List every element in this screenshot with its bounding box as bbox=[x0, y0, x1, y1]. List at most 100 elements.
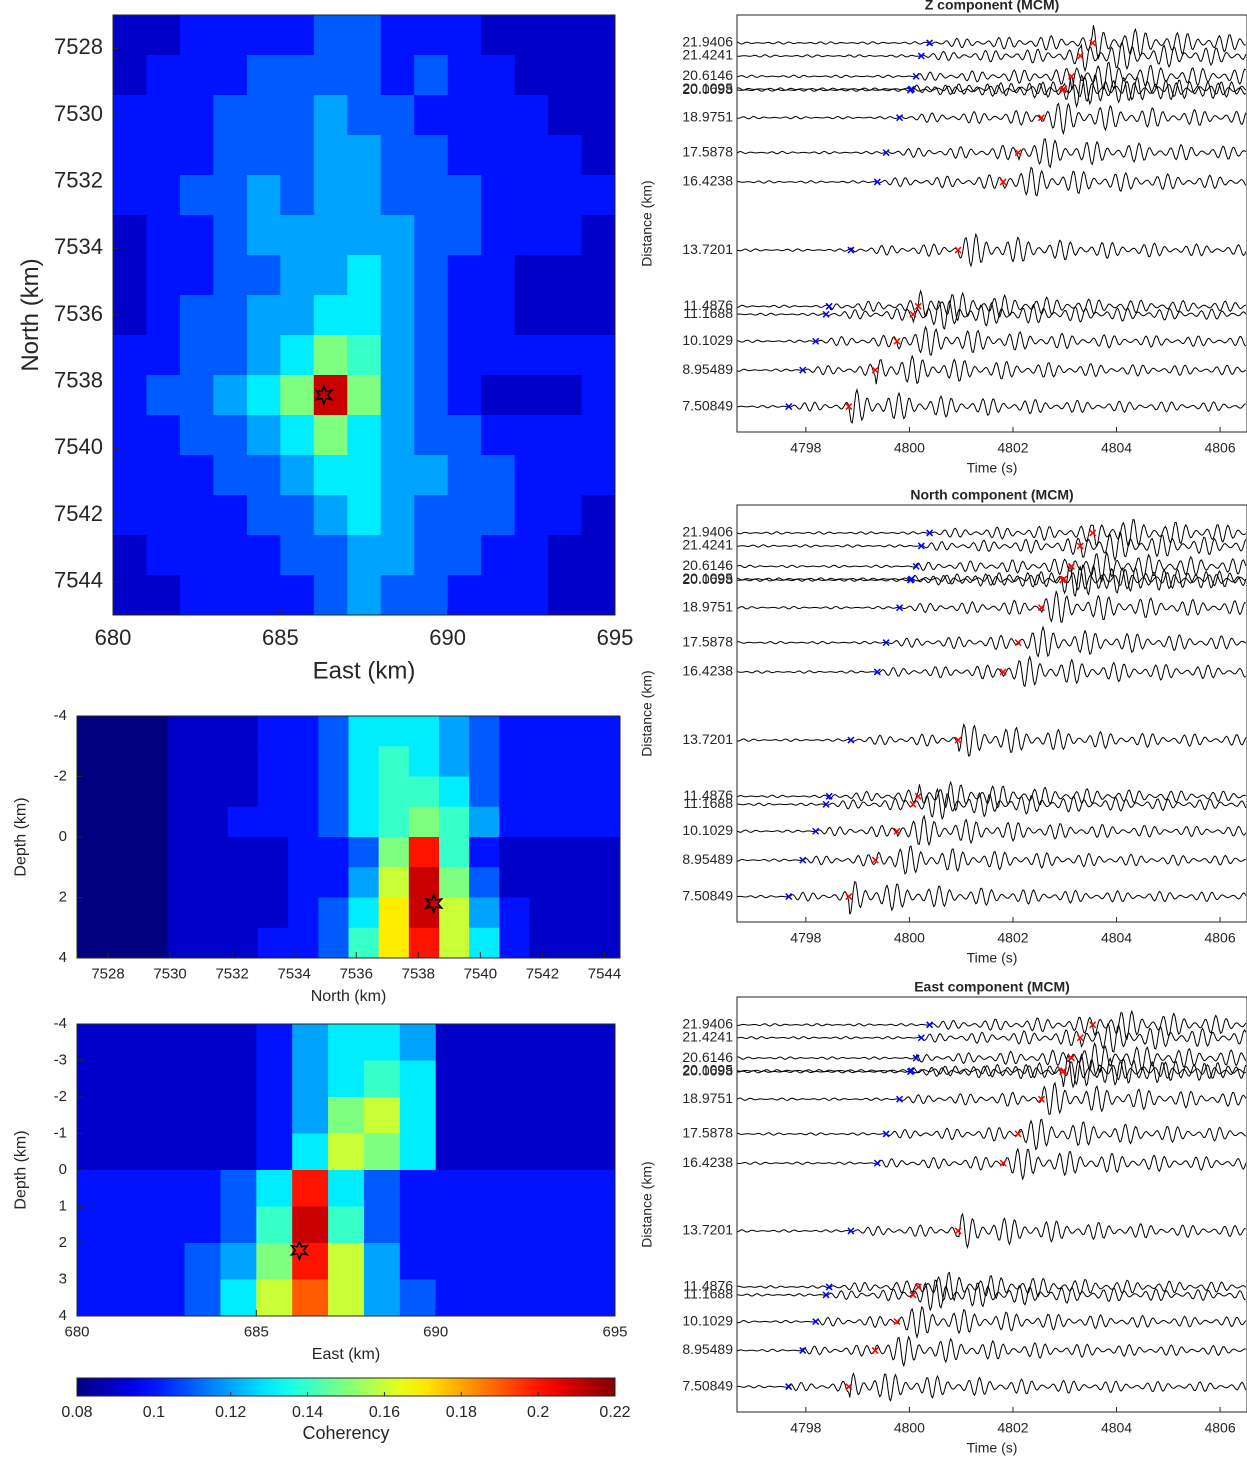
heat-cell bbox=[447, 95, 482, 136]
y-tick-label: 17.5878 bbox=[682, 1125, 733, 1141]
heat-cell bbox=[414, 375, 449, 416]
heat-cell bbox=[77, 1170, 114, 1207]
heat-cell bbox=[280, 535, 315, 576]
y-tick-label: 0 bbox=[59, 828, 67, 845]
heat-cell bbox=[280, 135, 315, 176]
y-tick-label: 17.5878 bbox=[682, 143, 733, 159]
trace bbox=[737, 845, 1246, 875]
heat-cell bbox=[529, 746, 561, 777]
y-tick-label: 7.50849 bbox=[682, 397, 733, 413]
heat-cell bbox=[548, 535, 583, 576]
trace bbox=[737, 1023, 1247, 1053]
x-tick-label: 4802 bbox=[997, 1420, 1028, 1436]
heat-cell bbox=[146, 575, 181, 616]
heat-cell bbox=[471, 1243, 508, 1280]
heat-cell bbox=[146, 215, 181, 256]
heat-cell bbox=[258, 897, 289, 929]
y-tick-label: 20.0698 bbox=[682, 81, 733, 97]
x-tick-label: 7536 bbox=[340, 965, 373, 982]
heat-cell bbox=[507, 1024, 544, 1061]
y-tick-label: 20.6146 bbox=[682, 557, 733, 573]
heat-cell bbox=[107, 806, 138, 838]
pick-marker bbox=[912, 1054, 920, 1062]
heat-cell bbox=[380, 575, 415, 616]
heat-cell bbox=[408, 776, 440, 808]
trace bbox=[737, 564, 1246, 596]
heat-cell bbox=[220, 1279, 257, 1317]
heat-cell bbox=[363, 1170, 401, 1207]
heat-cell bbox=[179, 575, 214, 616]
pick-marker bbox=[1059, 86, 1067, 94]
pick-marker bbox=[906, 576, 914, 584]
heat-cell bbox=[380, 495, 415, 536]
heat-cell bbox=[213, 415, 248, 456]
heat-cell bbox=[246, 375, 281, 416]
heat-cell bbox=[408, 806, 440, 838]
y-tick-label: 20.0698 bbox=[682, 571, 733, 587]
heat-cell bbox=[167, 927, 199, 959]
heat-cell bbox=[348, 927, 380, 959]
heat-cell bbox=[380, 335, 415, 376]
pick-marker bbox=[912, 72, 920, 80]
pick-marker bbox=[1037, 114, 1045, 122]
x-tick-label: 680 bbox=[64, 1323, 89, 1340]
heat-cell bbox=[439, 867, 470, 898]
x-tick-label: 695 bbox=[602, 1323, 627, 1340]
heat-cell bbox=[548, 335, 583, 376]
heat-cell bbox=[589, 746, 621, 777]
source-marker bbox=[424, 892, 444, 915]
heat-cell bbox=[543, 1170, 580, 1207]
heat-cell bbox=[378, 927, 410, 959]
colorbar-tick-label: 0.08 bbox=[61, 1404, 92, 1421]
heat-cell bbox=[559, 806, 591, 838]
heat-cell bbox=[179, 95, 214, 136]
heat-cell bbox=[227, 837, 259, 868]
heat-cell bbox=[380, 455, 415, 496]
trace bbox=[737, 1009, 1247, 1041]
heat-cell bbox=[399, 1243, 437, 1280]
trace bbox=[737, 354, 1247, 385]
heat-cell bbox=[258, 837, 289, 868]
heat-cell bbox=[548, 575, 583, 616]
y-tick-label: 1 bbox=[59, 1197, 67, 1214]
heat-cell bbox=[167, 776, 199, 808]
heat-cell bbox=[256, 1024, 293, 1061]
x-tick-label: 7540 bbox=[464, 965, 497, 982]
pick-marker bbox=[822, 310, 830, 318]
y-tick-label: 16.4238 bbox=[682, 1154, 733, 1170]
heat-cell bbox=[292, 1060, 329, 1098]
pick-marker bbox=[906, 1068, 914, 1076]
pick-marker bbox=[917, 52, 925, 60]
y-tick-label: 11.1688 bbox=[683, 1286, 733, 1302]
heat-cell bbox=[378, 776, 410, 808]
heat-cell bbox=[380, 15, 415, 56]
heat-cell bbox=[113, 135, 147, 176]
heat-cell bbox=[148, 1024, 186, 1061]
heat-cell bbox=[146, 95, 181, 136]
pick-marker bbox=[909, 310, 917, 318]
heat-cell bbox=[213, 55, 248, 96]
y-tick-label: 11.1688 bbox=[683, 305, 733, 321]
trace bbox=[737, 299, 1247, 330]
heat-cell bbox=[481, 455, 516, 496]
heat-cell bbox=[559, 897, 591, 929]
heat-cell bbox=[213, 495, 248, 536]
heat-cell bbox=[579, 1279, 616, 1317]
heat-cell bbox=[363, 1097, 401, 1134]
heat-cell bbox=[499, 927, 530, 959]
colorbar-tick-label: 0.1 bbox=[143, 1404, 165, 1421]
heat-cell bbox=[107, 746, 138, 777]
y-tick-label: 13.7201 bbox=[682, 1222, 733, 1238]
y-tick-label: 20.1095 bbox=[682, 1061, 733, 1077]
heat-cell bbox=[347, 255, 382, 296]
heat-cell bbox=[258, 806, 289, 838]
heat-cell bbox=[469, 927, 500, 959]
heat-cell bbox=[179, 55, 214, 96]
heat-cell bbox=[447, 375, 482, 416]
heat-cell bbox=[313, 415, 348, 456]
x-tick-label: 4806 bbox=[1204, 930, 1235, 946]
heat-cell bbox=[548, 255, 583, 296]
x-tick-label: 4802 bbox=[997, 930, 1028, 946]
heat-cell bbox=[529, 897, 561, 929]
heat-cell bbox=[514, 15, 549, 56]
